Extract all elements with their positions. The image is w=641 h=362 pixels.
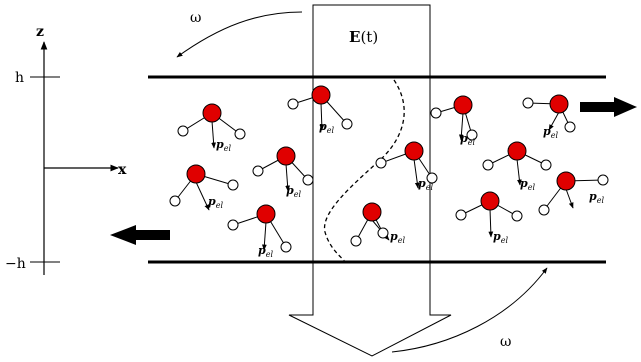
dipole-arrow xyxy=(285,163,290,192)
dipole-arrow xyxy=(195,181,210,211)
dipole-arrow xyxy=(488,208,494,238)
hydrogen-atom xyxy=(538,204,550,216)
dipole-label: pel xyxy=(208,195,223,210)
hydrogen-atom xyxy=(227,179,239,191)
hydrogen-atom xyxy=(280,241,292,253)
hydrogen-atom xyxy=(540,159,552,171)
water-molecule: pel xyxy=(430,95,478,147)
water-molecule: pel xyxy=(538,171,609,216)
hydrogen-atom xyxy=(375,157,387,169)
oxygen-atom xyxy=(480,191,500,211)
water-molecule: pel xyxy=(252,146,314,199)
oxygen-atom xyxy=(311,85,331,105)
dipole-arrow xyxy=(516,158,522,186)
neg-h-label: −h xyxy=(5,256,26,272)
hydrogen-atom xyxy=(169,195,181,207)
water-molecules: pel pel pel pel pel pel pel pel pel pel pel pel xyxy=(169,85,609,259)
z-axis-label: z xyxy=(36,24,44,40)
oxygen-atom xyxy=(202,103,222,123)
dipole-label: pel xyxy=(543,125,558,140)
dipole-label: pel xyxy=(493,230,508,245)
rotation-arrow-top xyxy=(176,11,303,58)
flow-arrow-right xyxy=(580,97,637,117)
hydrogen-atom xyxy=(564,121,576,133)
oxygen-atom xyxy=(256,204,276,224)
hydrogen-atom xyxy=(234,128,246,140)
dipole-arrow xyxy=(413,158,420,189)
hydrogen-atom xyxy=(341,118,353,130)
omega-label-bottom: ω xyxy=(500,334,511,350)
x-axis-label: x xyxy=(118,162,127,178)
water-molecule: pel xyxy=(177,103,246,153)
dipole-label: pel xyxy=(589,190,604,205)
dipole-label: pel xyxy=(520,177,535,192)
oxygen-atom xyxy=(453,95,473,115)
hydrogen-atom xyxy=(177,125,189,137)
dipole-arrow xyxy=(211,120,216,149)
oxygen-atom xyxy=(186,164,206,184)
oxygen-atom xyxy=(404,141,424,161)
hydrogen-atom xyxy=(287,98,299,110)
hydrogen-atom xyxy=(426,172,438,184)
velocity-profile xyxy=(323,79,405,263)
dipole-arrow xyxy=(459,112,464,141)
hydrogen-atom xyxy=(302,174,314,186)
dipole-label: pel xyxy=(418,177,433,192)
water-molecule: pel xyxy=(350,202,405,247)
hydrogen-atom xyxy=(430,107,442,119)
field-label: E(t) xyxy=(349,28,378,46)
oxygen-atom xyxy=(556,171,576,191)
hydrogen-atom xyxy=(350,235,362,247)
hydrogen-atom xyxy=(377,227,389,239)
dipole-label: pel xyxy=(258,244,273,259)
water-molecule: pel xyxy=(287,85,353,135)
dipole-label: pel xyxy=(319,120,334,135)
water-molecule: pel xyxy=(227,204,292,259)
water-molecule: pel xyxy=(169,164,239,211)
oxygen-atom xyxy=(362,202,382,222)
dipole-arrow xyxy=(261,221,267,251)
hydrogen-atom xyxy=(455,209,467,221)
coordinate-axes: z x h −h xyxy=(5,24,127,275)
rotation-arrow-bottom xyxy=(391,267,548,353)
hydrogen-atom xyxy=(466,129,478,141)
water-molecule: pel xyxy=(522,94,576,140)
dipole-arrow xyxy=(565,188,574,209)
omega-label-top: ω xyxy=(190,10,201,26)
hydrogen-atom xyxy=(522,97,534,109)
hydrogen-atom xyxy=(482,159,494,171)
oxygen-atom xyxy=(276,146,296,166)
water-molecule: pel xyxy=(455,191,523,245)
dipole-label: pel xyxy=(286,184,301,199)
h-label: h xyxy=(15,70,24,86)
dipole-arrow xyxy=(319,102,325,131)
hydrogen-atom xyxy=(597,174,609,186)
oxygen-atom xyxy=(549,94,569,114)
dipole-label: pel xyxy=(460,132,475,147)
dipole-arrow xyxy=(548,111,560,131)
hydrogen-atom xyxy=(511,210,523,222)
dipole-label: pel xyxy=(216,138,231,153)
water-molecule: pel xyxy=(375,141,438,192)
oxygen-atom xyxy=(507,141,527,161)
hydrogen-atom xyxy=(252,165,264,177)
hydrogen-atom xyxy=(227,219,239,231)
flow-arrow-left xyxy=(110,225,170,245)
field-arrow xyxy=(288,4,452,357)
dipole-label: pel xyxy=(390,230,405,245)
water-molecule: pel xyxy=(482,141,552,192)
